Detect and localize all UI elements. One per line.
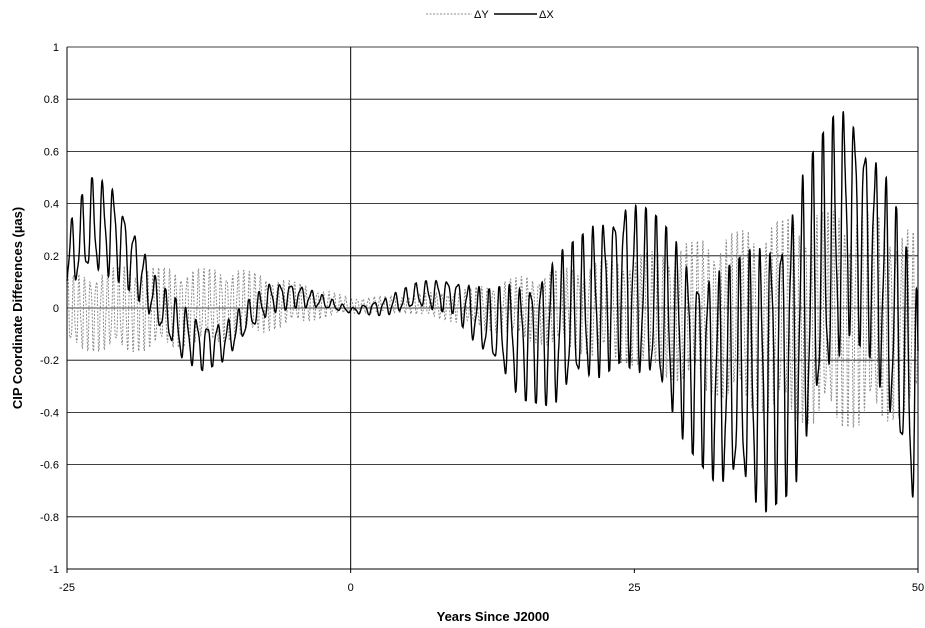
y-tick-label-6: 0.2: [44, 251, 59, 263]
x-tick-label-0: -25: [59, 582, 75, 594]
x-tick-label-3: 50: [912, 582, 924, 594]
y-tick-label-5: 0: [53, 303, 59, 315]
gridlines: [67, 46, 918, 570]
y-tick-label-0: -1: [49, 564, 59, 576]
series-dx: [66, 110, 919, 513]
y-tick-label-10: 1: [53, 42, 59, 54]
y-tick-label-9: 0.8: [44, 94, 59, 106]
series-line-dx: [66, 110, 919, 513]
legend-dy-label: ΔY: [474, 9, 489, 21]
x-tick-label-2: 25: [628, 582, 640, 594]
y-tick-label-2: -0.6: [40, 460, 59, 472]
y-tick-label-8: 0.6: [44, 146, 59, 158]
legend: ΔY ΔX: [426, 9, 554, 21]
x-axis-title: Years Since J2000: [437, 609, 550, 624]
y-tick-label-7: 0.4: [44, 199, 59, 211]
y-tick-label-3: -0.4: [40, 407, 59, 419]
y-axis-title: CIP Coordinate Differences (µas): [10, 207, 25, 409]
y-tick-label-1: -0.8: [40, 512, 59, 524]
y-tick-label-4: -0.2: [40, 355, 59, 367]
axes: [66, 47, 919, 570]
y-axis-ticks: -1 -0.8 -0.6 -0.4 -0.2 0 0.2 0.4 0.6 0.8 1: [40, 42, 59, 576]
x-axis-ticks: -25 0 25 50: [59, 569, 924, 594]
series-line-dy: [66, 209, 919, 429]
plot-area: [66, 46, 919, 570]
series-dy: [66, 209, 919, 429]
legend-dx-label: ΔX: [539, 9, 554, 21]
x-tick-label-1: 0: [348, 582, 354, 594]
